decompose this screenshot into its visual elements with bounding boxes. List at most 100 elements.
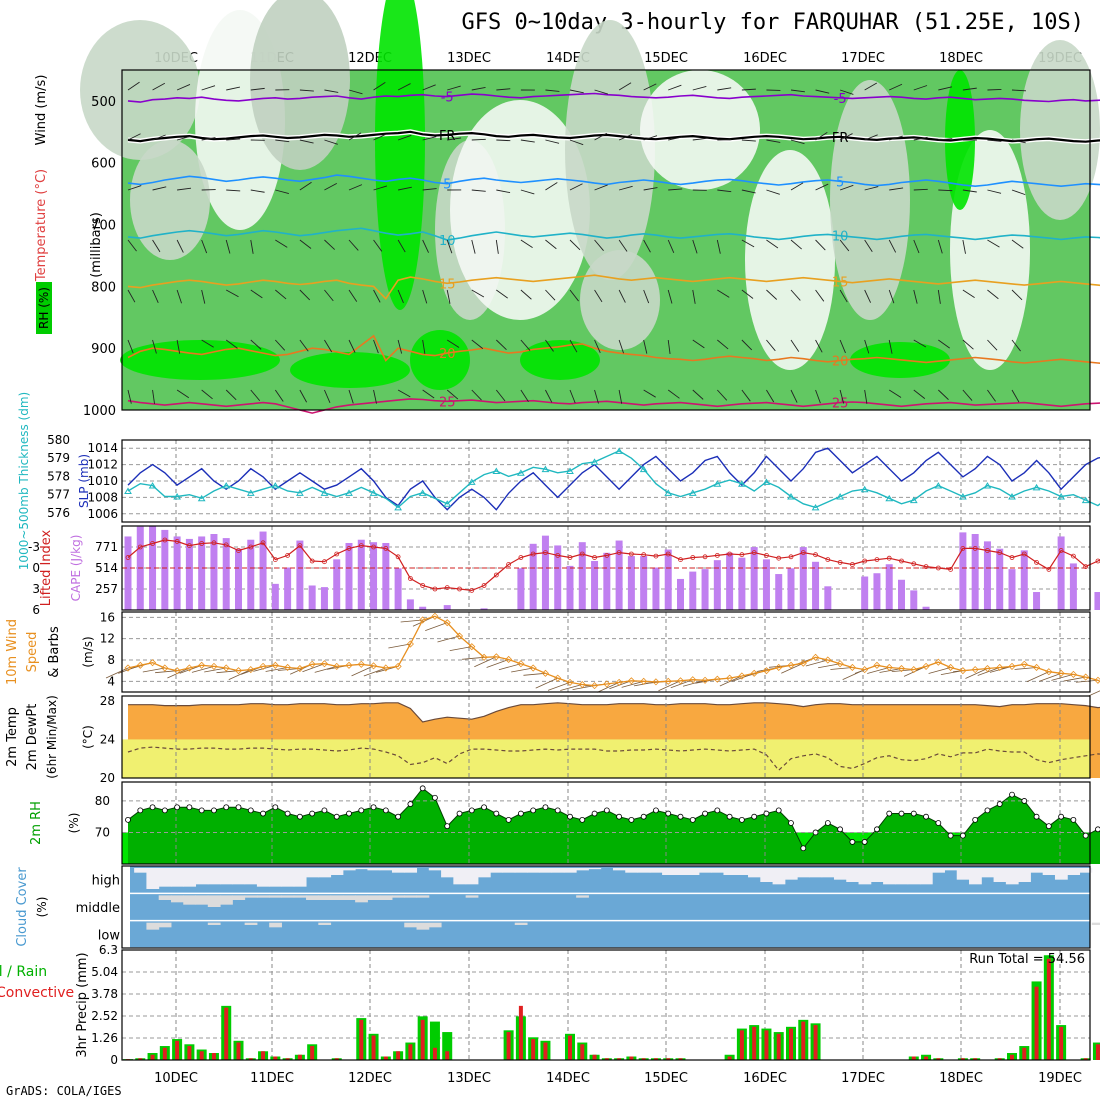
lifted-index-point: [346, 546, 352, 551]
cape-bar: [775, 574, 783, 610]
rh-point: [1070, 816, 1077, 823]
wind-barb: [913, 85, 928, 91]
wind-barb: [717, 289, 730, 298]
wind-barb: [913, 136, 928, 141]
wind-barb: [839, 339, 846, 354]
lifted-index-point: [788, 554, 794, 560]
lifted-index-point: [334, 551, 340, 557]
wind-barb: [127, 133, 141, 141]
wind-speed-point: [431, 612, 439, 620]
rh-point: [751, 813, 758, 820]
rh-point: [554, 807, 561, 814]
thickness-marker: [418, 489, 427, 496]
wind-speed-point: [529, 664, 537, 672]
cloud-clear-cell: [784, 868, 798, 880]
precip-convective-bar: [371, 1035, 376, 1060]
wind-barb: [226, 189, 241, 192]
surface-wind-barb: [1088, 690, 1100, 697]
rh-point: [616, 813, 623, 820]
cloud-row-label: low: [98, 928, 121, 943]
panel-frame: [121, 439, 1091, 523]
wind-barb: [594, 184, 608, 191]
wind-speed-point: [885, 663, 893, 672]
rh-region: [290, 352, 410, 388]
wind-barb: [987, 389, 996, 402]
lifted-index-point: [260, 540, 266, 546]
lifted-index-point: [592, 555, 597, 560]
wind-speed-point: [455, 632, 464, 640]
wind-speed-point: [861, 666, 869, 674]
cloud-clear-cell: [1067, 868, 1081, 875]
wind-speed-point: [369, 662, 378, 670]
date-label-top: 18DEC: [939, 51, 983, 66]
rh-point: [959, 832, 966, 839]
wind-speed-point: [775, 663, 783, 672]
precip-convective-bar: [641, 1058, 646, 1060]
lifted-index-point: [616, 550, 622, 555]
lifted-index-point: [1009, 555, 1015, 560]
rh-point: [579, 816, 586, 823]
rh-region: [565, 20, 655, 280]
surface-wind-barb: [781, 662, 804, 674]
wind-speed-point: [1008, 662, 1016, 670]
lifted-index-point: [874, 557, 880, 562]
rh-point: [1058, 813, 1065, 820]
lifted-index-point: [1070, 553, 1076, 559]
rh-point: [161, 807, 168, 814]
wind-barb: [226, 138, 241, 141]
cloud-clear-cell: [367, 868, 381, 871]
wind-barb: [201, 389, 213, 400]
cloud-clear-cell: [146, 922, 160, 930]
surface-wind-barb: [511, 667, 534, 673]
wind-barb: [790, 139, 805, 145]
thickness-marker: [934, 482, 943, 489]
wind-barb: [299, 139, 314, 144]
wind-speed-point: [480, 653, 488, 661]
cloud-clear-cell: [158, 868, 172, 887]
rh-point: [653, 807, 659, 814]
lifted-index-point: [727, 551, 733, 557]
isotherm-label: FR: [832, 131, 849, 146]
wind-barb: [545, 289, 556, 301]
rh-point: [382, 807, 389, 814]
rh2m-axis-label: 2m RH: [29, 801, 44, 845]
precip-convective-bar: [138, 1058, 143, 1060]
lifted-index-point: [862, 558, 868, 564]
cloud-clear-cell: [956, 868, 970, 880]
lifted-index-point: [543, 550, 548, 555]
surface-wind-barb: [1026, 671, 1049, 683]
wind-barb: [717, 389, 728, 401]
wind-barb: [520, 139, 535, 143]
cloud-clear-cell: [391, 868, 405, 873]
cape-bar: [345, 542, 353, 610]
rh-point: [247, 807, 254, 814]
wind-barb: [1011, 89, 1027, 92]
rh-point: [591, 810, 598, 817]
slp-tick-label: 1014: [87, 441, 118, 455]
wind-barb: [716, 239, 721, 254]
wind-speed-point: [983, 664, 992, 673]
wind-barb: [618, 82, 632, 91]
wind-barb: [668, 84, 682, 91]
wind-barb: [594, 132, 608, 141]
cloud-clear-cell: [1005, 868, 1019, 885]
lifted-index-point: [223, 542, 229, 548]
wind-barb: [913, 239, 920, 254]
rh-point: [296, 813, 303, 820]
lifted-index-tick-label: 3: [32, 582, 40, 596]
wind-barb: [152, 82, 166, 91]
wind-barb: [299, 89, 314, 92]
wind-barb: [962, 289, 975, 299]
thickness-marker: [222, 482, 231, 489]
precip-convective-bar: [1046, 958, 1051, 1060]
wind-barb: [397, 339, 403, 354]
cape-bar: [222, 538, 230, 610]
isotherm-label: FR: [439, 129, 456, 144]
lifted-index-point: [1034, 560, 1039, 565]
rh-point: [346, 810, 352, 817]
surface-wind-barb: [596, 682, 620, 693]
cloud-clear-cell: [318, 895, 332, 900]
precip-convective-bar: [162, 1047, 167, 1060]
wind-label: Wind (m/s): [34, 75, 49, 146]
